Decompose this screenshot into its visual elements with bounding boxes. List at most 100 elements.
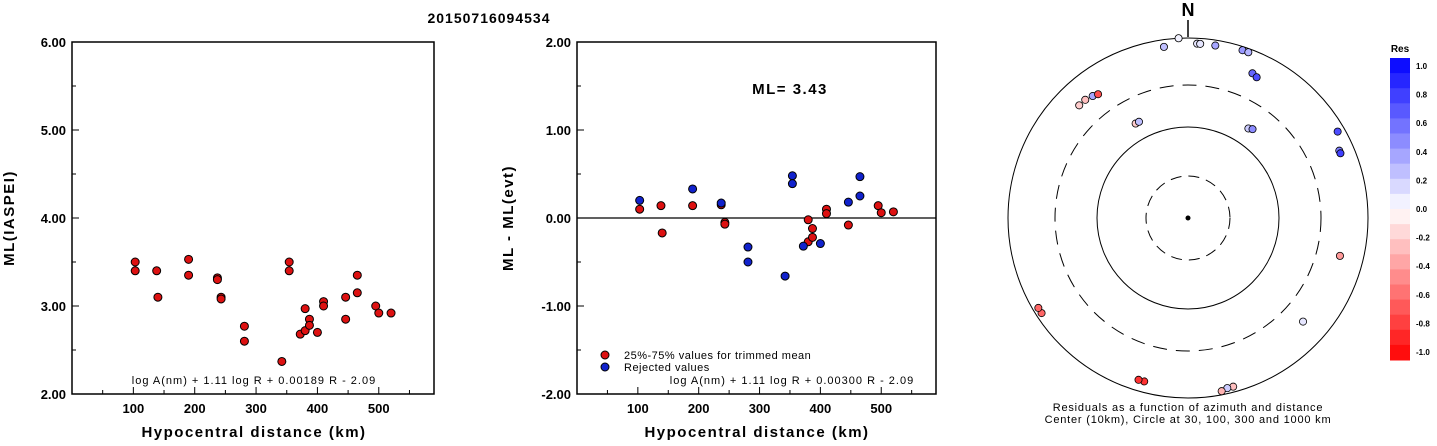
ring-1000km	[1007, 37, 1369, 399]
data-point	[341, 292, 351, 302]
station-marker	[1211, 41, 1220, 50]
data-point	[688, 201, 698, 211]
data-point	[803, 215, 813, 225]
plot1-ytick-label: 4.00	[41, 211, 66, 226]
data-point	[798, 241, 808, 251]
data-point	[239, 321, 249, 331]
magnitude-vs-distance-chart: 100 200 300 400 500 2.00 3.00 4.00 5.00 6.00 log …	[1, 35, 435, 441]
colorbar-label: 0.6	[1416, 119, 1428, 128]
data-point	[815, 239, 825, 249]
plot2-xlabel: Hypocentral distance (km)	[644, 424, 869, 441]
plot1-ytick-label: 3.00	[41, 299, 66, 314]
legend-marker-trimmed	[600, 350, 610, 360]
legend-label-trimmed: 25%-75% values for trimmed mean	[624, 350, 811, 362]
plot2-formula: log A(nm) + 1.11 log R + 0.00300 R - 2.0…	[670, 375, 914, 387]
polar-caption-2: Center (10km), Circle at 30, 100, 300 an…	[1045, 414, 1332, 426]
plot2-ytick-label: -2.00	[541, 387, 571, 402]
data-point	[374, 308, 384, 318]
ring-30km	[1145, 175, 1231, 261]
colorbar-cell	[1390, 224, 1410, 240]
colorbar-cell	[1390, 269, 1410, 285]
data-point	[688, 184, 698, 194]
data-point	[876, 208, 886, 218]
data-point	[635, 204, 645, 214]
residual-colorbar: Res 1.0 0.8 0.6 0.4 0.2 0.0 -0.2 -0.4 -0.6 -0.8 -1…	[1390, 44, 1430, 361]
colorbar-label: -0.8	[1416, 319, 1430, 328]
data-point	[821, 209, 831, 219]
colorbar-label: 0.8	[1416, 91, 1428, 100]
data-point	[341, 314, 351, 324]
colorbar-cell	[1390, 344, 1410, 361]
station-marker	[1094, 90, 1103, 99]
plot2-ytick-label: 1.00	[546, 123, 571, 138]
data-point	[130, 257, 140, 267]
legend-label-rejected: Rejected values	[624, 362, 710, 374]
station-marker	[1217, 387, 1226, 396]
data-point	[656, 201, 666, 211]
data-point	[319, 301, 329, 311]
colorbar-cell	[1390, 178, 1410, 195]
colorbar-cell	[1390, 254, 1410, 270]
data-point	[743, 257, 753, 267]
station-marker	[1075, 101, 1084, 110]
plot1-xlabel: Hypocentral distance (km)	[141, 424, 366, 441]
azimuth-residual-plot: N Residuals as a function of azimuth and…	[1007, 0, 1369, 426]
data-point	[720, 219, 730, 229]
data-point	[304, 320, 314, 330]
ml-annotation: ML= 3.43	[752, 81, 828, 98]
data-point	[843, 220, 853, 230]
station-marker	[1081, 95, 1090, 104]
colorbar-label: 0.0	[1416, 205, 1428, 214]
station-marker	[1248, 125, 1257, 134]
data-point	[130, 266, 140, 276]
colorbar-label: 0.4	[1416, 148, 1428, 157]
plot2-ytick-label: 2.00	[546, 35, 571, 50]
data-point	[657, 228, 667, 238]
station-marker	[1034, 303, 1043, 312]
colorbar-title: Res	[1391, 44, 1410, 55]
colorbar-cell	[1390, 133, 1410, 150]
station-marker	[1134, 117, 1143, 126]
plot1-xtick-label: 500	[368, 401, 390, 416]
data-point	[716, 198, 726, 208]
polar-caption-1: Residuals as a function of azimuth and d…	[1053, 402, 1324, 414]
plot2-ylabel: ML - ML(evt)	[500, 165, 517, 271]
colorbar-cell	[1390, 148, 1410, 165]
colorbar-label: -0.4	[1416, 262, 1430, 271]
data-point	[216, 294, 226, 304]
plot2-ytick-label: 0.00	[546, 211, 571, 226]
data-point	[277, 356, 287, 366]
colorbar-cell	[1390, 103, 1410, 119]
plot1-xtick-label: 100	[123, 401, 145, 416]
figure-title: 20150716094534	[427, 10, 550, 26]
plot2-xtick-label: 500	[870, 401, 892, 416]
colorbar-label: 1.0	[1416, 62, 1428, 71]
station-marker	[1134, 375, 1143, 384]
data-point	[635, 195, 645, 205]
plot1-formula: log A(nm) + 1.11 log R + 0.00189 R - 2.0…	[132, 375, 376, 387]
plot2-xtick-label: 200	[688, 401, 710, 416]
station-marker	[1244, 48, 1253, 57]
colorbar-cell	[1390, 284, 1410, 301]
data-point	[807, 224, 817, 234]
residual-vs-distance-chart: 100 200 300 400 500 -2.00 -1.00 0.00 1.00 2.00 ML…	[500, 35, 937, 441]
colorbar-cell	[1390, 73, 1410, 89]
colorbar-cell	[1390, 58, 1410, 74]
plot1-xtick-label: 200	[184, 401, 206, 416]
station-marker	[1174, 34, 1183, 43]
colorbar-cell	[1390, 88, 1410, 104]
plot2-xtick-label: 400	[810, 401, 832, 416]
colorbar-cell	[1390, 193, 1410, 210]
data-point	[212, 275, 222, 285]
colorbar-label: -0.6	[1416, 291, 1430, 300]
plot2-xtick-label: 100	[627, 401, 649, 416]
station-marker	[1335, 251, 1344, 260]
epicenter	[1185, 215, 1191, 221]
data-point	[787, 179, 797, 189]
plot1-ytick-label: 6.00	[41, 35, 66, 50]
plot1-ytick-label: 5.00	[41, 123, 66, 138]
data-point	[843, 197, 853, 207]
legend-marker-rejected	[600, 362, 610, 372]
colorbar-cell	[1390, 239, 1410, 255]
